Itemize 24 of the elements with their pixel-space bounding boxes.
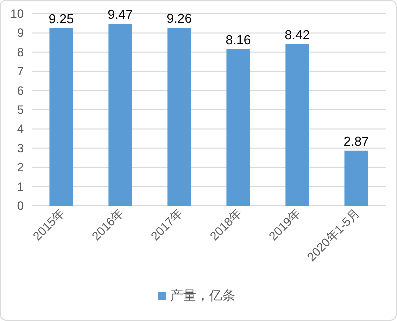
data-label: 8.16 [226,32,252,48]
y-tick-label: 1 [17,180,24,194]
y-tick-label: 7 [17,64,24,79]
bar [50,28,74,206]
y-tick-label: 3 [17,141,24,156]
data-label: 2.87 [344,134,370,149]
data-label: 9.47 [108,7,134,22]
y-tick-label: 6 [17,84,24,98]
bar [226,49,250,206]
data-label: 9.25 [48,11,74,26]
y-tick-label: 9 [17,26,24,40]
bar [168,28,192,206]
y-tick-label: 4 [17,122,24,136]
bar [344,150,368,206]
bar [286,44,310,206]
data-label: 8.42 [284,27,310,42]
data-label: 9.26 [166,11,192,26]
y-tick-label: 5 [17,103,24,117]
y-tick-label: 2 [17,160,24,175]
y-tick-label: 8 [17,45,24,60]
y-tick-label: 0 [17,199,24,213]
bar [108,24,132,206]
legend-label: 产量，亿条 [170,288,236,303]
y-tick-label: 10 [10,7,24,21]
